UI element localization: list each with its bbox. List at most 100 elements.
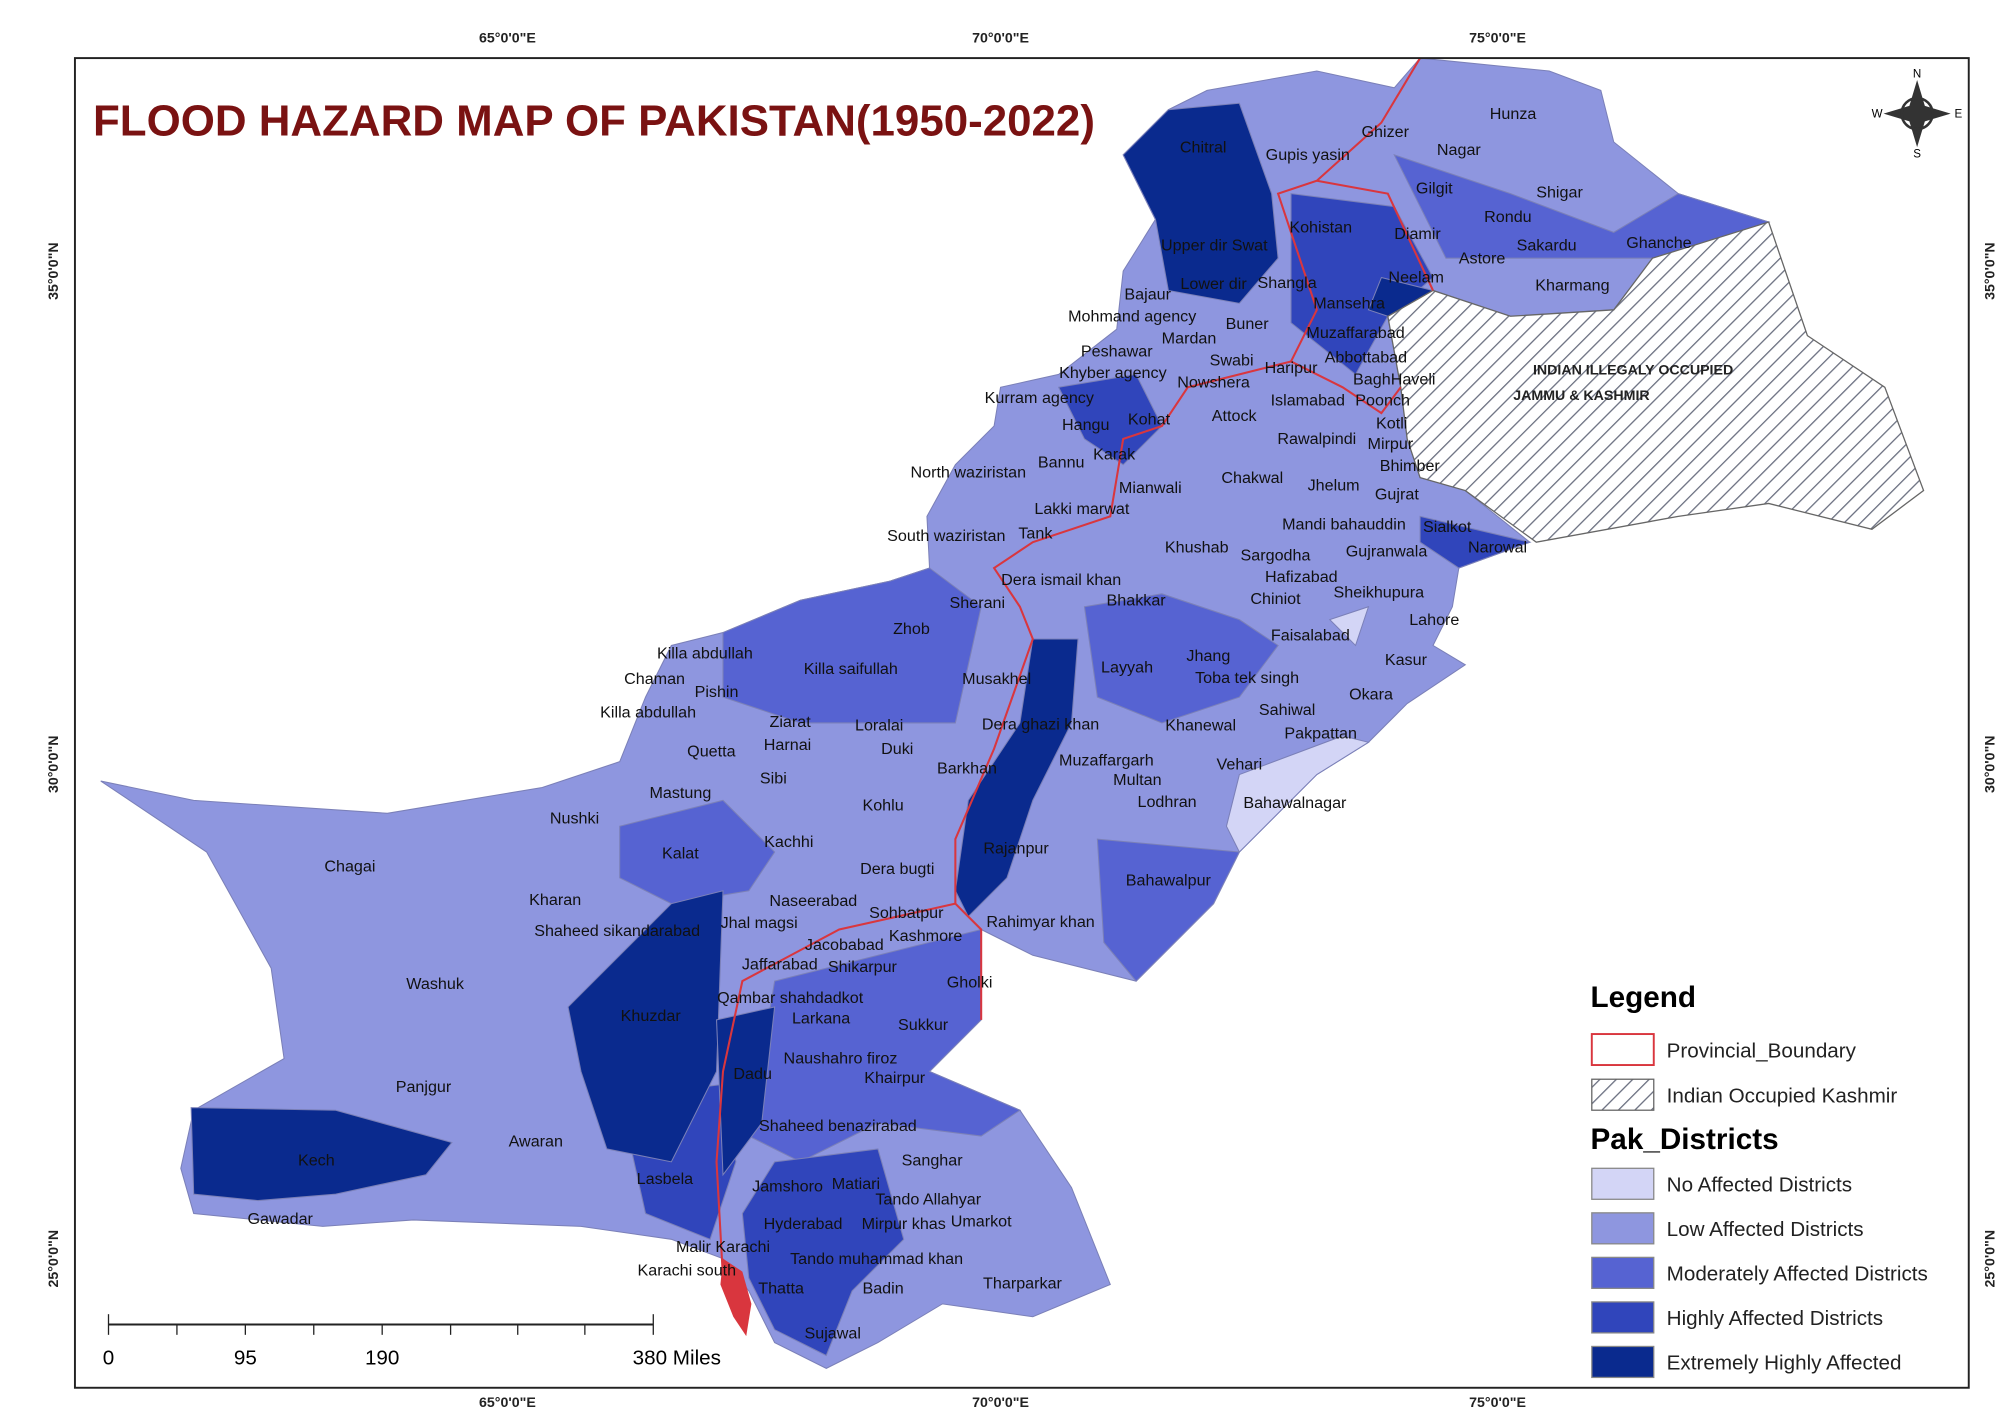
district-label: Naushahro firoz [784,1050,898,1068]
district-label: Hunza [1490,105,1537,123]
district-label: Sanghar [902,1152,964,1170]
district-label: Chakwal [1221,469,1283,487]
graticule-label: 30°0'0"N [46,735,62,793]
district-label: Shaheed sikandarabad [534,922,700,940]
district-label: Umarkot [951,1212,1012,1230]
district-label: Peshawar [1081,342,1153,360]
district-label: Jhelum [1308,477,1360,495]
legend: Legend Provincial_Boundary Indian Occupi… [1590,981,1928,1379]
district-label: Lakki marwat [1034,500,1130,518]
district-label: Mirpur [1368,435,1414,453]
district-label: Gilgit [1416,180,1453,198]
district-label: Kurram agency [985,389,1095,407]
legend-patch [1591,1345,1655,1379]
district-labels: Hunza Ghizer Nagar Chitral Gupis yasin Gilgit… [247,105,1691,1343]
district-label: North waziristan [910,464,1026,482]
district-label: Tando muhammad khan [790,1250,963,1268]
graticule-label: 70°0'0"E [972,1395,1029,1411]
district-label: Bahawalnagar [1243,794,1347,812]
district-label: Chaman [624,670,685,688]
provincial-boundaries [715,57,1434,1279]
district-label: Mansehra [1313,295,1385,313]
karachi-highlight [720,1258,752,1337]
district-label: Ghanche [1626,234,1691,252]
district-label: Vehari [1217,755,1263,773]
graticule-label: 25°0'0"N [1983,1230,1999,1288]
district-region [722,567,982,724]
district-label: Badin [862,1280,903,1298]
district-label: Gupis yasin [1266,146,1350,164]
district-label: Ghizer [1361,123,1409,141]
graticule-label: 30°0'0"N [1983,735,1999,793]
legend-subtitle: Pak_Districts [1591,1123,1779,1156]
graticule-label: 35°0'0"N [1983,242,1999,300]
district-label: Khanewal [1165,717,1236,735]
district-region [741,1148,905,1357]
district-label: Harnai [764,736,812,754]
graticule-label: 65°0'0"E [479,1395,536,1411]
legend-patch [1590,1033,1655,1066]
district-label: Bajaur [1124,285,1171,303]
district-label: Karak [1093,446,1136,464]
district-label: Chiniot [1250,590,1301,608]
legend-label: Highly Affected Districts [1667,1307,1883,1330]
legend-label: Indian Occupied Kashmir [1667,1084,1898,1107]
district-label: Swat [1232,236,1268,254]
district-label: Killa abdullah [600,704,696,722]
district-label: Sakardu [1517,236,1577,254]
district-label: Zhob [893,620,930,638]
district-label: Muzaffarabad [1306,324,1404,342]
district-label: Neelam [1388,269,1444,287]
district-label: Washuk [406,975,465,993]
map-frame [73,57,1970,1389]
scale-bar: 0 95 190 380 Miles [103,1314,721,1370]
map-title: FLOOD HAZARD MAP OF PAKISTAN(1950-2022) [93,97,1095,146]
district-label: Sukkur [898,1016,949,1034]
district-layer [100,57,1771,1369]
district-label: BaghHaveli [1353,371,1435,389]
legend-title: Legend [1591,981,1697,1014]
legend-patch [1591,1167,1655,1200]
district-label: Karachi south [638,1261,737,1279]
district-label: Kohistan [1289,218,1352,236]
district-label: South waziristan [887,527,1005,545]
district-label: Upper dir [1161,236,1228,254]
district-region [1225,735,1370,853]
district-label: Tando Allahyar [875,1190,981,1208]
district-label: Sibi [760,770,787,788]
district-label: Attock [1212,407,1258,425]
district-label: Khuzdar [621,1007,682,1025]
district-label: Gujrat [1375,486,1419,504]
district-label: Poonch [1355,391,1410,409]
district-label: Pishin [695,683,739,701]
compass-letter: S [1913,147,1921,160]
district-label: Naseerabad [769,892,857,910]
district-label: Mianwali [1119,479,1182,497]
district-region [1083,593,1279,724]
compass-ring [1900,96,1934,131]
district-region [1057,373,1163,466]
district-label: Dera ismail khan [1001,571,1121,589]
district-label: Rajanpur [983,839,1049,857]
district-label: Astore [1459,249,1506,267]
district-label: Thatta [758,1280,804,1298]
occupied-label: JAMMU & KASHMIR [1513,388,1649,404]
graticule-label: 65°0'0"E [479,31,536,47]
district-label: Muzaffargarh [1059,752,1154,770]
district-label: Chagai [324,857,375,875]
scale-label: 380 Miles [633,1347,721,1370]
district-label: Sohbatpur [869,904,944,922]
district-label: Rawalpindi [1277,430,1356,448]
district-label: Dadu [733,1065,772,1083]
district-label: Abbottabad [1325,349,1408,367]
district-label: Kech [298,1152,335,1170]
district-label: Gholki [947,974,993,992]
district-label: Panjgur [396,1078,452,1096]
district-label: Sheikhupura [1334,584,1425,602]
district-label: Bahawalpur [1126,872,1212,890]
legend-label: No Affected Districts [1667,1174,1852,1197]
district-label: Bannu [1038,453,1085,471]
occupied-kashmir [1387,221,1925,543]
district-label: Barkhan [937,759,997,777]
